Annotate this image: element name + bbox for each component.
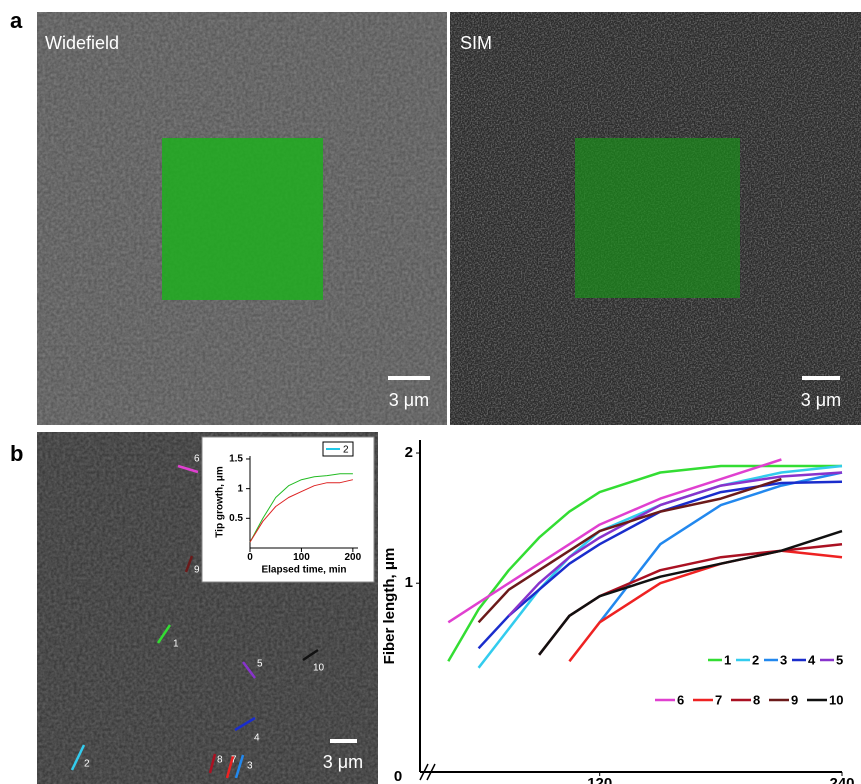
legend-label: 7 xyxy=(715,692,722,707)
scale-bar-label: 3 μm xyxy=(801,390,841,410)
scale-bar-label: 3 μm xyxy=(323,752,363,772)
legend-label: 1 xyxy=(724,652,731,667)
y-tick-label: 1 xyxy=(237,483,243,494)
fiber-label: 6 xyxy=(194,454,200,465)
fiber-label: 7 xyxy=(231,755,237,766)
panel-label: a xyxy=(10,8,23,33)
fiber-label: 9 xyxy=(194,565,200,576)
panel-label: b xyxy=(10,441,23,466)
fiber-label: 2 xyxy=(84,759,90,770)
y-tick-label: 1 xyxy=(405,574,413,591)
fiber-label: 10 xyxy=(313,663,325,674)
fiber-label: 8 xyxy=(217,755,223,766)
y-tick-label: 2 xyxy=(405,444,413,461)
image-title: SIM xyxy=(460,33,492,53)
legend-label: 6 xyxy=(677,692,684,707)
y-tick-label: 0.5 xyxy=(229,513,243,524)
legend-label: 9 xyxy=(791,692,798,707)
y-axis-title: Tip growth, μm xyxy=(215,466,226,538)
legend-label: 4 xyxy=(808,652,816,667)
scale-bar-label: 3 μm xyxy=(389,390,429,410)
x-tick-label: 240 xyxy=(829,775,854,784)
legend-label: 2 xyxy=(752,652,759,667)
series-line xyxy=(539,544,842,655)
image-title: Widefield xyxy=(45,33,119,53)
legend-label: 5 xyxy=(836,652,843,667)
legend-label: 8 xyxy=(753,692,760,707)
x-axis-title: Elapsed time, min xyxy=(261,565,346,576)
series-line xyxy=(479,482,842,649)
fiber-label: 4 xyxy=(254,733,260,744)
legend-label: 10 xyxy=(829,692,843,707)
fiber-label: 5 xyxy=(257,659,263,670)
legend-label: 3 xyxy=(780,652,787,667)
x-tick-label: 200 xyxy=(345,552,362,563)
x-tick-label: 120 xyxy=(587,775,612,784)
roi-overlay xyxy=(575,138,740,298)
fiber-label: 1 xyxy=(173,639,179,650)
x-tick-label: 100 xyxy=(293,552,310,563)
fiber-label: 3 xyxy=(247,761,253,772)
legend-label: 2 xyxy=(343,445,349,456)
y-axis-title: Fiber length, μm xyxy=(381,548,398,665)
y-tick-label: 1.5 xyxy=(229,454,243,465)
figure: a Widefield SIM 3 μm 3 μm b 1 2 3 4 5 6 … xyxy=(0,0,861,784)
origin-label: 0 xyxy=(394,768,402,784)
roi-overlay xyxy=(162,138,323,300)
x-tick-label: 0 xyxy=(247,552,253,563)
